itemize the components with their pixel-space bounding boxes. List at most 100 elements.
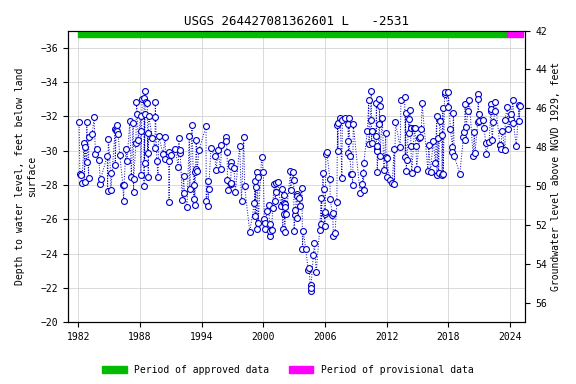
Point xyxy=(279,192,289,198)
Point xyxy=(271,180,280,186)
Point xyxy=(333,122,342,129)
Point xyxy=(222,137,231,144)
Point xyxy=(125,118,134,124)
Point xyxy=(301,246,310,252)
Point xyxy=(381,130,391,136)
Point xyxy=(438,172,447,179)
Point xyxy=(406,143,415,149)
Y-axis label: Groundwater level above NGVD 1929, feet: Groundwater level above NGVD 1929, feet xyxy=(551,62,561,291)
Point xyxy=(103,153,112,159)
Point xyxy=(164,199,173,205)
Point xyxy=(396,144,405,150)
Point xyxy=(344,150,353,156)
Point xyxy=(486,106,495,112)
Point xyxy=(304,267,313,273)
Point xyxy=(140,161,149,167)
Point xyxy=(272,189,281,195)
Point xyxy=(118,182,127,188)
Point xyxy=(489,119,498,125)
Point xyxy=(429,137,438,144)
Point xyxy=(315,227,324,233)
Point xyxy=(396,97,406,103)
Point xyxy=(291,207,300,213)
Point xyxy=(226,180,236,186)
Point xyxy=(293,215,302,222)
Point xyxy=(190,169,199,175)
Point xyxy=(321,209,330,215)
Point xyxy=(332,199,342,205)
Point xyxy=(212,167,221,173)
Point xyxy=(385,177,394,183)
Point xyxy=(382,155,391,161)
Point xyxy=(475,118,484,124)
Point xyxy=(113,131,123,137)
Point xyxy=(164,149,173,155)
Point xyxy=(80,144,89,150)
Point xyxy=(441,89,450,95)
Point xyxy=(501,147,510,153)
Point xyxy=(509,97,518,103)
Point xyxy=(239,134,248,140)
Point xyxy=(132,111,142,117)
Point xyxy=(281,204,290,210)
Point xyxy=(74,119,84,125)
Point xyxy=(119,199,128,205)
Point xyxy=(496,142,505,148)
Point xyxy=(334,148,343,154)
Point xyxy=(290,228,299,235)
Point xyxy=(176,147,185,153)
Point xyxy=(216,166,225,172)
Point xyxy=(516,103,525,109)
Point xyxy=(511,143,521,149)
Point xyxy=(317,195,326,201)
Point xyxy=(165,157,174,164)
Point xyxy=(235,143,244,149)
Point xyxy=(166,152,176,158)
Point xyxy=(290,212,299,218)
Point xyxy=(129,175,138,182)
Point xyxy=(329,233,338,239)
Point xyxy=(415,134,425,140)
Point xyxy=(382,174,391,180)
Point xyxy=(460,137,469,144)
Point xyxy=(268,205,277,211)
Point xyxy=(434,134,443,141)
Point xyxy=(80,179,89,185)
Point xyxy=(213,147,222,153)
Title: USGS 264427081362601 L   -2531: USGS 264427081362601 L -2531 xyxy=(184,15,409,28)
Point xyxy=(271,198,280,204)
Point xyxy=(401,168,411,174)
Point xyxy=(319,170,328,177)
Point xyxy=(252,225,262,232)
Point xyxy=(440,91,449,97)
Point xyxy=(295,203,304,209)
Point xyxy=(312,269,321,275)
Point xyxy=(129,189,138,195)
Point xyxy=(367,139,376,146)
Point xyxy=(471,150,480,156)
Point xyxy=(136,113,145,119)
Point xyxy=(407,170,416,176)
Point xyxy=(221,134,230,140)
Point xyxy=(319,185,328,192)
Point xyxy=(426,169,435,175)
Point xyxy=(310,240,319,246)
Point xyxy=(190,195,199,202)
Point xyxy=(375,96,384,102)
Point xyxy=(372,146,381,152)
Point xyxy=(401,110,410,116)
Point xyxy=(495,142,505,148)
Point xyxy=(84,134,93,140)
Point xyxy=(504,126,513,132)
Point xyxy=(77,180,86,186)
Point xyxy=(410,125,419,131)
Point xyxy=(410,125,419,131)
Point xyxy=(91,151,100,157)
Y-axis label: Depth to water level, feet below land
surface: Depth to water level, feet below land su… xyxy=(15,68,37,285)
Point xyxy=(365,141,374,147)
Point xyxy=(323,149,332,156)
Point xyxy=(245,228,255,235)
Point xyxy=(174,134,183,141)
Point xyxy=(298,246,307,252)
Point xyxy=(143,99,152,106)
